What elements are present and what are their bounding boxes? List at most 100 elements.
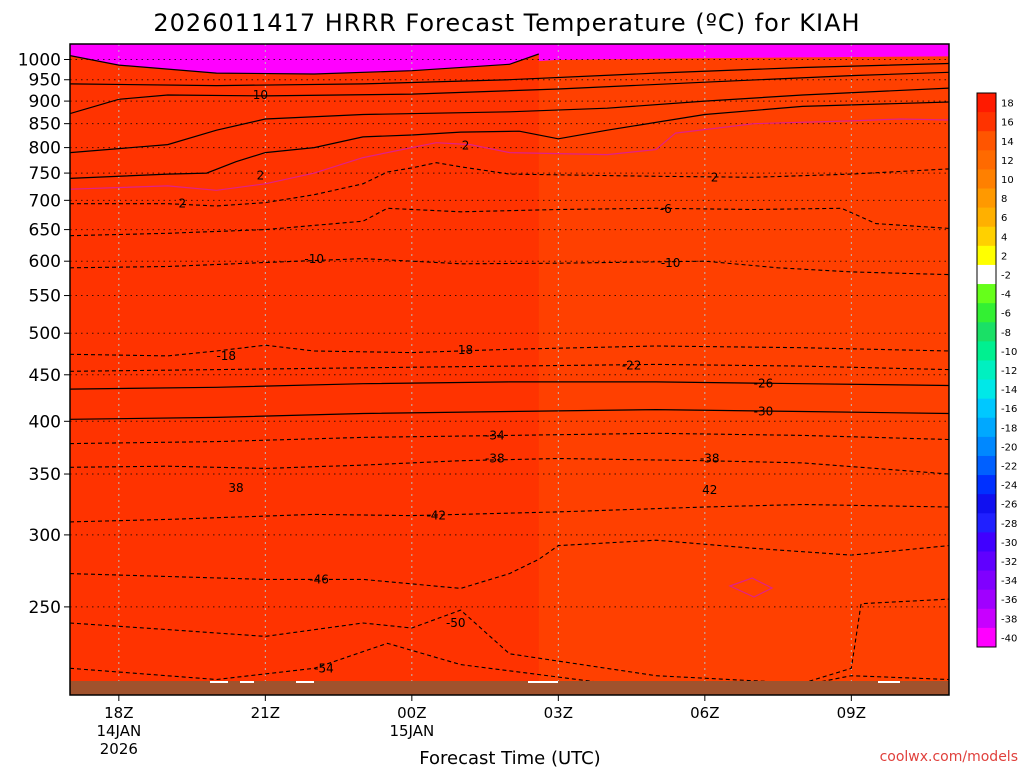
ytick-label: 450 (29, 366, 61, 386)
ytick-label: 650 (29, 221, 61, 241)
colorbar-label: -8 (1001, 328, 1011, 339)
isotherm-16 (70, 53, 539, 75)
colorbar-swatch (977, 570, 996, 591)
isotherm-label: 10 (253, 88, 268, 102)
ytick-label: 800 (29, 139, 61, 159)
colorbar-swatch (977, 264, 996, 285)
colorbar-swatch (977, 112, 996, 132)
ytick-label: 400 (29, 412, 61, 432)
colorbar-swatch (977, 475, 996, 495)
ytick-label: 750 (29, 164, 61, 184)
xtick-date: 14JAN (96, 722, 141, 740)
colorbar-swatch (977, 226, 996, 247)
colorbar-label: -2 (1001, 270, 1011, 281)
temperature-fill-bands (70, 44, 949, 695)
colorbar-swatch (977, 150, 996, 170)
isotherm--18 (70, 344, 949, 357)
colorbar-label: -28 (1001, 519, 1017, 530)
colorbar-swatch (977, 303, 996, 323)
xtick-date: 15JAN (389, 722, 434, 740)
isotherm-label: -10 (304, 252, 324, 266)
colorbar-label: 12 (1001, 156, 1014, 167)
xtick-label: 06Z (690, 704, 719, 722)
colorbar-label: -30 (1001, 538, 1017, 549)
colorbar-swatch (977, 379, 996, 400)
colorbar-swatch (977, 608, 996, 629)
colorbar-label: -26 (1001, 500, 1017, 511)
ground-surface (70, 681, 949, 695)
colorbar-label: 16 (1001, 118, 1014, 129)
isotherm--50 (70, 598, 949, 684)
colorbar-swatch (977, 455, 996, 476)
colorbar-label: -18 (1001, 423, 1017, 434)
isotherm-14 (70, 62, 949, 87)
isotherm-label: -38 (485, 452, 505, 466)
isotherm-label: -42 (426, 509, 446, 523)
colorbar-swatch (977, 627, 996, 648)
colorbar-swatch (977, 494, 996, 514)
isotherm-labels: -54 -50 -46 -42 42 38 -38 -38 -34 -30 -26 -22 -18 18 -… (178, 88, 773, 675)
isotherm--10 (70, 258, 949, 276)
colorbar-legend: 18 16 14 12 10 8 6 4 2 -2 -4 -6 -8 -10 -12 -14 -16 -18 -20… (976, 92, 1017, 648)
colorbar-label: -32 (1001, 557, 1017, 568)
isotherm--26 (70, 381, 949, 390)
isotherm-label: -34 (485, 428, 505, 442)
colorbar-swatch (977, 322, 996, 342)
isotherm-label: -18 (216, 349, 236, 363)
colorbar-label: -16 (1001, 404, 1017, 415)
colorbar-swatch (977, 398, 996, 419)
isotherm-0 (70, 118, 949, 191)
colorbar-swatch (977, 360, 996, 381)
isotherm--46 (70, 539, 949, 589)
isotherm--42 (70, 503, 949, 523)
isotherm-label: -38 (700, 452, 720, 466)
band-above-16 (70, 54, 539, 695)
ytick-label: 900 (29, 92, 61, 112)
isotherm-label: -54 (314, 661, 334, 675)
isotherm--30 (70, 408, 949, 420)
freezing-line-closed-loop (728, 577, 774, 598)
isotherm-6 (70, 87, 949, 154)
colorbar-label: 6 (1001, 213, 1007, 224)
isotherm-label: 2 (257, 169, 265, 183)
gridlines (70, 44, 949, 695)
ytick-label: 350 (29, 465, 61, 485)
isotherm-label: -26 (754, 377, 774, 391)
plot-frame (69, 43, 950, 696)
isotherm-label: 2 (178, 197, 186, 211)
colorbar-swatch (977, 513, 996, 533)
isotherm-10 (70, 71, 949, 115)
colorbar-swatch (977, 532, 996, 552)
isotherm--6 (70, 207, 949, 237)
colorbar-label: 4 (1001, 232, 1007, 243)
xtick-label: 09Z (837, 704, 866, 722)
isotherm-label: -10 (661, 256, 681, 270)
isotherm--38 (70, 457, 949, 475)
ytick-label: 1000 (18, 50, 61, 70)
ytick-label: 850 (29, 115, 61, 135)
ytick-label: 550 (29, 287, 61, 307)
isotherm-label: 2 (462, 139, 470, 153)
colorbar-label: 10 (1001, 175, 1014, 186)
colorbar-swatch (977, 341, 996, 361)
isotherm-label: -30 (754, 405, 774, 419)
colorbar-label: -36 (1001, 595, 1017, 606)
ytick-label: 950 (29, 71, 61, 91)
surface-gaps (210, 681, 900, 683)
isotherm-label: -6 (660, 202, 672, 216)
colorbar-label: -22 (1001, 462, 1017, 473)
ytick-label: 300 (29, 526, 61, 546)
credit-text: coolwx.com/models (880, 749, 1018, 765)
colorbar-label: 2 (1001, 251, 1007, 262)
colorbar-label: 8 (1001, 194, 1007, 205)
colorbar-swatch (977, 169, 996, 190)
xtick-year: 2026 (100, 740, 138, 758)
ytick-label: 250 (29, 598, 61, 618)
colorbar-label: -20 (1001, 442, 1017, 453)
x-axis-label: Forecast Time (UTC) (419, 748, 600, 768)
colorbar-swatch (977, 551, 996, 572)
isotherm-label: 42 (702, 483, 717, 497)
isotherm-label: 2 (711, 170, 719, 184)
chart-title: 2026011417 HRRR Forecast Temperature (ºC… (153, 9, 860, 37)
y-axis-pressure: 250 300 350 400 450 500 550 600 650 700 750 800 850 9… (18, 50, 70, 618)
